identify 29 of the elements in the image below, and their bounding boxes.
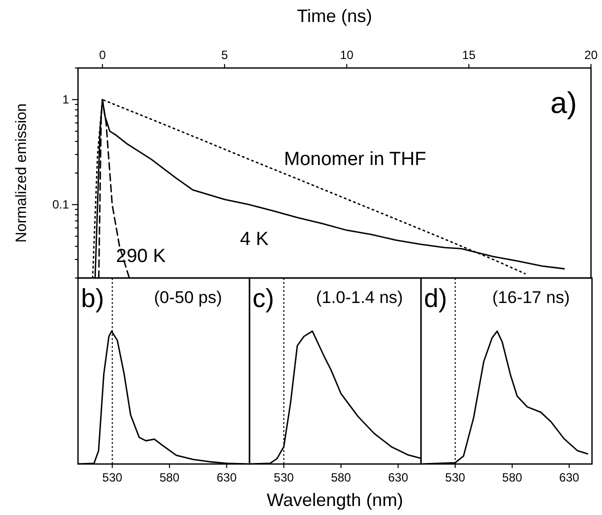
annotation: a): [550, 87, 577, 120]
x-axis-title: Time (ns): [296, 6, 372, 26]
x-tick-label: 0: [99, 48, 106, 62]
text: d): [424, 283, 448, 313]
series-label: 290 K: [116, 246, 166, 267]
text: (0-50 ps): [154, 288, 222, 307]
x-tick-label: 20: [584, 48, 598, 62]
text: b): [81, 283, 104, 313]
x-tick-label: 580: [330, 470, 352, 485]
x-axis-title: Wavelength (nm): [266, 490, 404, 510]
text: (1.0-1.4 ns): [316, 288, 403, 307]
y-axis-title: Normalized emission: [13, 103, 30, 243]
x-tick-label: 580: [502, 470, 523, 485]
series-label: 4 K: [240, 229, 269, 250]
x-tick-label: 530: [274, 470, 294, 485]
x-tick-label: 15: [462, 48, 476, 62]
x-tick-label: 630: [388, 470, 408, 485]
series-label: Monomer in THF: [284, 149, 426, 170]
x-tick-label: 10: [340, 48, 354, 62]
x-tick-label: 530: [102, 470, 123, 485]
text: c): [252, 283, 274, 313]
x-tick-label: 630: [559, 470, 580, 485]
x-tick-label: 5: [221, 48, 228, 62]
y-tick-label: 1: [62, 92, 70, 106]
x-tick-label: 530: [445, 470, 466, 485]
y-tick-label: 0.1: [52, 197, 70, 212]
x-tick-label: 630: [216, 470, 237, 485]
x-tick-label: 580: [159, 470, 180, 485]
text: (16-17 ns): [492, 288, 570, 307]
